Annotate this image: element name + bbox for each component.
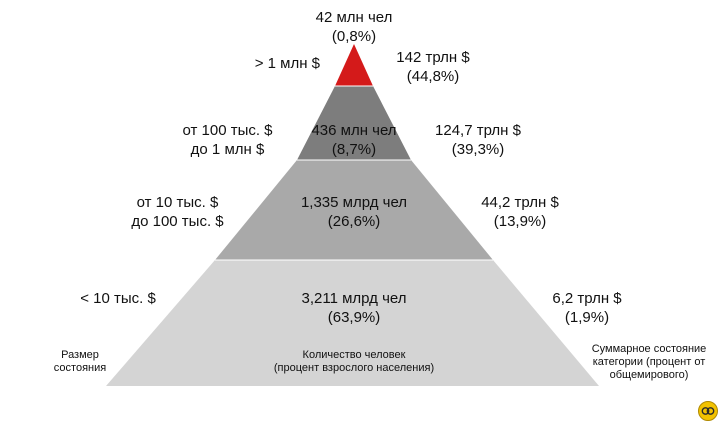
tier-upper-wealth-label: от 100 тыс. $ до 1 млн $: [182, 122, 273, 158]
pyramid-tier-top: [335, 44, 373, 86]
pyramid-tier-upper: [297, 86, 411, 160]
tier-base-total-label: 6,2 трлн $ (1,9%): [552, 290, 622, 326]
tier-top-people-label: 42 млн чел (0,8%): [315, 9, 393, 45]
pyramid-tier-base: [106, 260, 599, 386]
logo-icon: [698, 401, 718, 421]
logo-glyph: [701, 407, 715, 415]
tier-upper-people-label: 436 млн чел (8,7%): [311, 122, 397, 158]
tier-middle-people-label: 1,335 млрд чел (26,6%): [300, 194, 408, 230]
tier-middle-total-label: 44,2 трлн $ (13,9%): [481, 194, 559, 230]
tier-middle-wealth-label: от 10 тыс. $ до 100 тыс. $: [131, 194, 224, 230]
tier-top-total-label: 142 трлн $ (44,8%): [396, 49, 470, 85]
caption-total-wealth: Суммарное состояние категории (процент о…: [591, 343, 707, 381]
tier-base-people-label: 3,211 млрд чел (63,9%): [301, 290, 407, 326]
caption-people-count: Количество человек (процент взрослого на…: [273, 349, 435, 374]
tier-top-wealth-label: > 1 млн $: [254, 55, 320, 72]
tier-upper-total-label: 124,7 трлн $ (39,3%): [435, 122, 521, 158]
caption-wealth-size: Размер состояния: [53, 349, 107, 374]
pyramid-tier-middle: [215, 160, 493, 260]
tier-base-wealth-label: < 10 тыс. $: [80, 290, 156, 307]
